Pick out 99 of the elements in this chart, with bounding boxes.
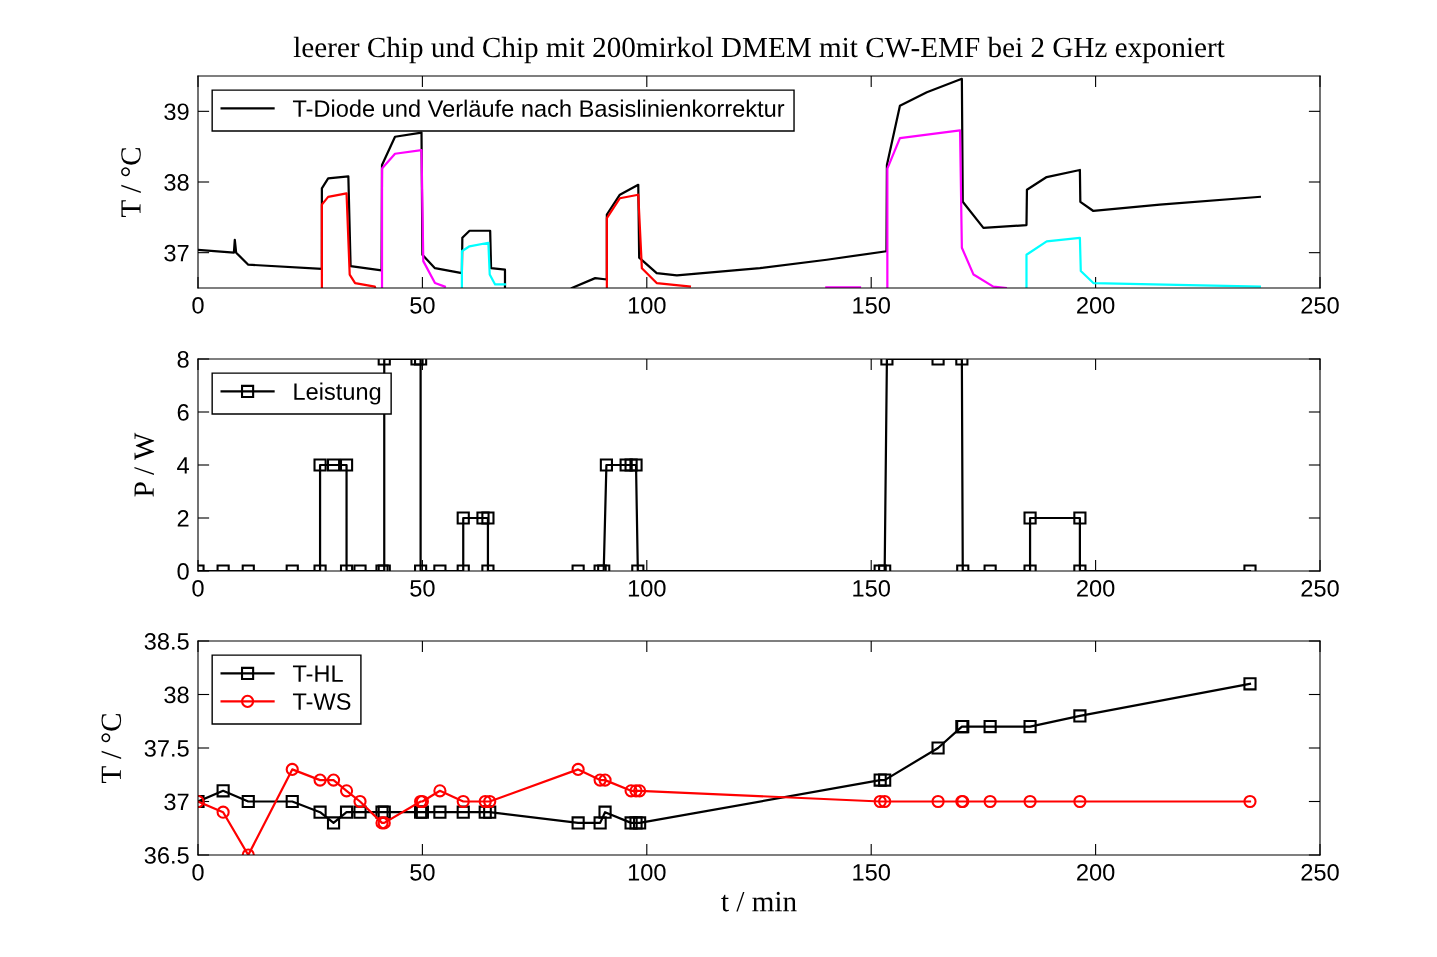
y-tick-label: 38 <box>164 686 189 704</box>
point <box>624 458 638 472</box>
point <box>1073 709 1087 723</box>
point <box>983 794 997 809</box>
y-tick-label: 8 <box>177 351 189 368</box>
point <box>873 773 887 787</box>
x-tick-label: 250 <box>1301 579 1339 597</box>
y-tick-label: 2 <box>177 510 189 527</box>
point <box>1023 720 1037 734</box>
point <box>873 794 887 809</box>
y-tick-label: 37 <box>164 244 189 262</box>
x-axis-title: t / min <box>721 891 797 912</box>
point <box>1073 511 1087 525</box>
point <box>339 458 354 472</box>
point <box>285 794 299 809</box>
y-tick-label: 38.5 <box>144 633 189 650</box>
x-tick-label: 50 <box>410 296 435 314</box>
point <box>476 511 490 525</box>
point <box>483 794 497 809</box>
point <box>313 458 327 472</box>
point <box>624 784 638 798</box>
point <box>598 805 612 819</box>
x-tick-label: 100 <box>628 579 666 597</box>
point <box>1243 794 1257 809</box>
legend-label: T-WS <box>292 693 351 710</box>
y-axis-title: P / W <box>134 432 155 497</box>
point <box>1243 677 1257 691</box>
point <box>629 784 643 798</box>
point <box>598 773 612 787</box>
y-tick-label: 0 <box>177 563 189 580</box>
point <box>633 816 647 830</box>
point <box>326 458 341 472</box>
point <box>571 762 585 776</box>
point <box>1073 794 1087 809</box>
point <box>878 773 892 787</box>
legend-label: Leistung <box>294 382 381 405</box>
x-tick-label: 150 <box>853 863 890 881</box>
y-tick-label: 4 <box>177 457 189 474</box>
point <box>313 773 327 787</box>
point <box>313 805 327 819</box>
point <box>931 794 945 809</box>
x-tick-label: 100 <box>628 296 666 314</box>
y-axis-title: T / °C <box>121 148 141 218</box>
x-tick-label: 0 <box>192 579 204 597</box>
x-tick-label: 200 <box>1077 863 1115 881</box>
point <box>326 773 341 787</box>
y-tick-label: 37.5 <box>144 740 189 757</box>
x-tick-label: 200 <box>1077 579 1115 597</box>
point <box>983 720 997 734</box>
point <box>571 816 585 830</box>
x-tick-label: 200 <box>1077 296 1115 314</box>
x-tick-label: 50 <box>410 863 435 881</box>
point <box>599 458 613 472</box>
chart-title: leerer Chip und Chip mit 200mirkol DMEM mit CW-EMF bei 2 GHz exponiert <box>293 36 1225 64</box>
point <box>216 784 230 798</box>
point <box>633 784 647 798</box>
point <box>481 511 495 525</box>
x-tick-label: 100 <box>628 863 666 881</box>
point <box>478 794 492 809</box>
point <box>456 511 470 525</box>
point <box>483 805 497 819</box>
x-tick-label: 250 <box>1301 863 1339 881</box>
point <box>593 816 607 830</box>
point <box>1023 794 1037 809</box>
y-axis-title: T / °C <box>101 714 122 784</box>
point <box>619 458 633 472</box>
y-tick-label: 38 <box>164 174 189 191</box>
point <box>326 816 341 830</box>
point <box>878 794 892 809</box>
point <box>433 805 447 819</box>
point <box>339 805 354 819</box>
point <box>593 773 607 787</box>
x-tick-label: 50 <box>410 579 435 597</box>
x-tick-label: 150 <box>853 579 890 597</box>
point <box>285 762 299 776</box>
point <box>456 794 470 809</box>
legend-label: T-HL <box>292 665 343 682</box>
y-tick-label: 39 <box>164 103 189 121</box>
x-tick-label: 150 <box>853 296 890 314</box>
point <box>1023 511 1037 525</box>
point <box>339 784 354 798</box>
y-tick-label: 6 <box>177 404 189 421</box>
point <box>456 805 470 819</box>
point <box>931 741 945 755</box>
point <box>629 816 643 830</box>
point <box>216 805 230 819</box>
x-tick-label: 0 <box>192 863 204 881</box>
x-tick-label: 250 <box>1301 296 1339 314</box>
legend-label: T-Diode und Verläufe nach Basislinienkorrektur <box>292 99 785 117</box>
x-tick-label: 0 <box>192 296 204 314</box>
point <box>353 805 367 819</box>
y-tick-label: 36.5 <box>144 847 189 864</box>
point <box>241 794 255 809</box>
point <box>433 784 447 798</box>
point <box>478 805 492 819</box>
point <box>353 794 367 809</box>
point <box>624 816 638 830</box>
y-tick-label: 37 <box>164 793 189 811</box>
point <box>629 458 643 472</box>
